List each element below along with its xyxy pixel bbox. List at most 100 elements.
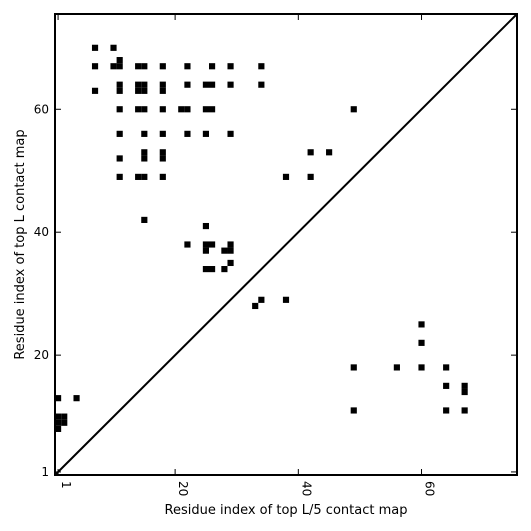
top-l-point-66 <box>209 266 216 273</box>
top-l-point-21 <box>159 87 166 94</box>
top-l-point-0 <box>91 44 99 51</box>
top-l-point-58 <box>202 241 209 248</box>
top-l-point-49 <box>116 173 123 180</box>
axis-ticks: 1 20 40 60 1 20 40 60 <box>34 14 517 496</box>
y-tick-label-20: 20 <box>34 348 49 362</box>
top-l5-point-3 <box>393 364 400 371</box>
top-l5-point-17 <box>61 419 68 426</box>
top-l-point-14 <box>116 81 123 88</box>
top-l5-point-7 <box>461 382 468 389</box>
top-l5-point-13 <box>461 407 468 414</box>
plot-frame <box>54 13 518 476</box>
top-l-point-9 <box>184 63 191 70</box>
top-l-point-22 <box>184 81 191 88</box>
x-tick-label-40: 40 <box>299 481 313 496</box>
top-l-point-51 <box>141 173 148 180</box>
top-l-point-8 <box>159 63 166 70</box>
y-tick-label-40: 40 <box>34 225 49 239</box>
top-l-point-47 <box>307 149 314 156</box>
top-l-point-16 <box>135 81 142 88</box>
top-l-point-31 <box>178 106 185 113</box>
top-l5-point-9 <box>55 395 62 402</box>
top-l5-point-14 <box>55 413 62 420</box>
diagonal-line <box>54 13 518 476</box>
top-l-point-15 <box>116 87 123 94</box>
top-l-point-70 <box>252 302 259 310</box>
top-l5-point-4 <box>418 364 425 371</box>
top-l-point-48 <box>326 149 333 156</box>
top-l5-point-0 <box>418 321 425 328</box>
top-l5-point-10 <box>73 395 80 402</box>
top-l-point-42 <box>116 155 123 162</box>
top-l-point-3 <box>110 63 117 70</box>
top-l5-point-18 <box>55 425 62 432</box>
top-l-point-55 <box>141 216 148 223</box>
top-l-point-38 <box>159 130 166 137</box>
top-l-point-24 <box>209 81 216 88</box>
top-l-point-11 <box>227 63 234 70</box>
top-l-point-33 <box>202 106 209 113</box>
top-l-point-60 <box>227 241 234 248</box>
top-l-point-54 <box>307 173 314 180</box>
top-l-point-57 <box>184 241 191 248</box>
top-l5-point-16 <box>55 419 62 426</box>
top-l-point-62 <box>221 247 228 254</box>
top-l-point-26 <box>258 81 265 88</box>
top-l-point-23 <box>202 81 209 88</box>
top-l5-point-5 <box>443 364 450 371</box>
x-tick-label-60: 60 <box>423 481 437 496</box>
top-l-point-53 <box>282 173 290 180</box>
top-l-point-6 <box>135 63 142 70</box>
top-l-point-19 <box>141 87 148 94</box>
top-l-point-69 <box>282 296 290 303</box>
top-l-point-43 <box>141 149 148 156</box>
top-l-point-52 <box>159 173 166 180</box>
y-tick-label-1: 1 <box>41 465 49 479</box>
x-axis-label: Residue index of top L/5 contact map <box>165 503 408 518</box>
top-l-point-68 <box>258 296 265 303</box>
top-l-point-45 <box>159 149 166 156</box>
top-l-point-10 <box>209 63 216 70</box>
top-l5-point-12 <box>443 407 450 414</box>
top-l-point-5 <box>116 63 123 70</box>
top-l-point-1 <box>110 44 117 51</box>
top-l5-point-15 <box>61 413 68 420</box>
top-l-point-34 <box>209 106 216 113</box>
top-l-point-65 <box>202 266 209 273</box>
top-l-point-35 <box>350 106 357 113</box>
top-l-point-25 <box>227 81 234 88</box>
top-l5-point-1 <box>418 339 425 346</box>
x-tick-label-1: 1 <box>59 481 73 489</box>
top-l-point-64 <box>227 259 234 267</box>
top-l-point-29 <box>141 106 148 113</box>
top-l-point-40 <box>202 130 209 137</box>
top-l5-point-11 <box>350 407 357 414</box>
top-l-point-17 <box>141 81 148 88</box>
top-l-point-20 <box>159 81 166 88</box>
top-l5-point-8 <box>461 388 468 396</box>
top-l5-point-2 <box>350 364 357 371</box>
top-l-point-37 <box>141 130 148 137</box>
top-l-point-59 <box>209 241 216 248</box>
top-l-point-7 <box>141 63 148 70</box>
top-l-point-67 <box>221 266 228 273</box>
top-l-point-63 <box>227 247 234 254</box>
top-l-point-30 <box>159 106 166 113</box>
y-tick-label-60: 60 <box>34 102 49 116</box>
y-axis-label: Residue index of top L contact map <box>13 129 28 359</box>
top-l-point-32 <box>184 106 191 113</box>
top-l-point-50 <box>135 173 142 180</box>
top-l5-point-6 <box>443 382 450 389</box>
top-l-point-12 <box>258 63 265 70</box>
top-l-point-36 <box>116 130 123 137</box>
top-l-point-28 <box>135 106 142 113</box>
top-l-point-56 <box>202 222 209 230</box>
data-points <box>55 44 468 432</box>
top-l-point-4 <box>116 57 123 64</box>
top-l-point-41 <box>227 130 234 137</box>
x-tick-label-20: 20 <box>176 481 190 496</box>
top-l-point-13 <box>91 87 99 94</box>
top-l-point-46 <box>159 155 166 162</box>
top-l-point-18 <box>135 87 142 94</box>
